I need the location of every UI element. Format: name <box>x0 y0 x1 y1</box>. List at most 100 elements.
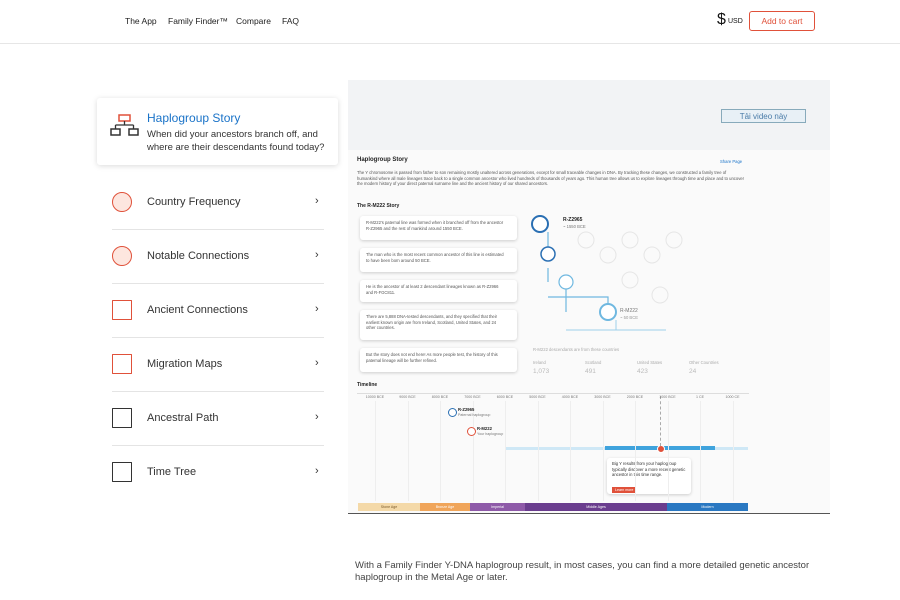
timeline-marker-label: Your haplogroup <box>477 432 504 436</box>
timeline-tick-label: 9000 BCE <box>399 395 416 399</box>
timeline-grid-line <box>472 401 474 501</box>
timeline-tick-label: 7000 BCE <box>464 395 481 399</box>
currency-symbol[interactable]: $ <box>717 11 726 28</box>
timeline-axis <box>357 393 749 394</box>
era-band: Modern <box>667 503 748 511</box>
active-description: When did your ancestors branch off, and … <box>147 129 325 153</box>
tooltip-text: Big Y results from your haplogroup typic… <box>612 461 686 478</box>
item-icon <box>112 408 132 428</box>
preview-bottom-line <box>348 513 830 514</box>
chevron[interactable]: › <box>315 465 319 477</box>
country-count: 24 <box>689 368 697 375</box>
chevron[interactable]: › <box>315 357 319 369</box>
timeline-marker-name: R-M222 <box>477 426 492 431</box>
timeline-grid-line <box>537 401 539 501</box>
timeline-marker-name: R-Z2965 <box>458 407 475 412</box>
era-band: Bronze Age <box>420 503 470 511</box>
timeline-grid-line <box>407 401 409 501</box>
chevron[interactable]: › <box>315 249 319 261</box>
item-separator <box>112 337 324 338</box>
item-icon <box>112 462 132 482</box>
country-name: United States <box>637 360 663 365</box>
timeline-marker-label: Paternal haplogroup <box>458 413 491 417</box>
country-name: Scotland <box>585 360 602 365</box>
era-band: Stone Age <box>358 503 420 511</box>
story-card: R-M222's paternal line was formed when i… <box>360 216 517 240</box>
story-card: The man who is the most recent common an… <box>360 248 517 272</box>
timeline-tick-label: 2000 BCE <box>626 395 644 399</box>
timeline-grid-line <box>667 401 669 501</box>
preview-title: Haplogroup Story <box>357 157 408 163</box>
story-icon <box>110 114 139 136</box>
active-card[interactable] <box>97 98 338 165</box>
item-separator <box>112 391 324 392</box>
add-to-cart[interactable]: Add to cart <box>749 11 815 31</box>
caption: With a Family Finder Y-DNA haplogroup re… <box>355 560 810 583</box>
video-button[interactable]: Tải video này <box>721 109 806 123</box>
item-icon <box>112 246 132 266</box>
side-item[interactable]: Ancient Connections <box>147 304 248 316</box>
currency-code[interactable]: USD <box>728 18 743 25</box>
tree-diagram <box>531 215 683 331</box>
story-card-text: He is the ancestor of at least 2 descend… <box>366 284 499 295</box>
chevron[interactable]: › <box>315 411 319 423</box>
timeline-title: Timeline <box>357 382 378 388</box>
country-name: Ireland <box>533 360 546 365</box>
tree-node-date: ~ 50 BCE <box>620 315 639 320</box>
side-item[interactable]: Migration Maps <box>147 358 223 370</box>
nav-divider <box>0 43 900 44</box>
item-separator <box>112 229 324 230</box>
tooltip: Big Y results from your haplogroup typic… <box>607 458 691 494</box>
side-item[interactable]: Ancestral Path <box>147 412 219 424</box>
item-icon <box>112 192 132 212</box>
story-card-text: R-M222's paternal line was formed when i… <box>366 220 504 231</box>
timeline-tick-label: 10000 BCE <box>365 395 385 399</box>
item-icon <box>112 354 132 374</box>
timeline-grid-line <box>602 401 604 501</box>
country-count: 1,073 <box>533 368 550 375</box>
tree-node-date: ~ 1550 BCE <box>563 224 586 229</box>
timeline-now-line <box>660 396 661 446</box>
timeline-grid-line <box>375 401 376 501</box>
story-card: He is the ancestor of at least 2 descend… <box>360 280 517 302</box>
side-item[interactable]: Country Frequency <box>147 196 241 208</box>
intro-text: The Y chromosome is passed from father t… <box>357 170 745 187</box>
country-count: 491 <box>585 368 596 375</box>
nav-link[interactable]: FAQ <box>282 16 300 26</box>
timeline-tick-label: 8000 BCE <box>431 395 449 399</box>
side-item[interactable]: Notable Connections <box>147 250 250 262</box>
nav-link[interactable]: Compare <box>236 16 271 26</box>
share-link[interactable]: Share Page <box>720 159 743 164</box>
country-name: Other Countries <box>689 360 719 365</box>
era-band: Imperial <box>470 503 525 511</box>
story-card-text: There are 5,888 DNA-tested descendants, … <box>366 314 498 331</box>
tree-node-name: R-M222 <box>620 308 638 314</box>
side-item[interactable]: Time Tree <box>147 466 197 478</box>
era-band: Middle Ages <box>525 503 667 511</box>
timeline-grid-line <box>440 401 441 501</box>
country-count: 423 <box>637 368 648 375</box>
timeline-grid-line <box>732 401 734 501</box>
timeline-now-dot <box>657 445 665 453</box>
timeline-tick-label: 1000 CE <box>725 395 740 399</box>
timeline-tick-label: 1000 BCE <box>659 395 676 399</box>
countries-title: R-M222 descendants are from these countr… <box>533 347 620 352</box>
timeline-tick-label: 4000 BCE <box>561 395 579 399</box>
timeline-tick-label: 5000 BCE <box>529 395 546 399</box>
timeline-tick-label: 6000 BCE <box>496 395 514 399</box>
story-card: But the story does not end here! As more… <box>360 348 517 372</box>
active-title[interactable]: Haplogroup Story <box>147 111 241 125</box>
chevron[interactable]: › <box>315 303 319 315</box>
tooltip-button[interactable]: Learn more <box>612 486 637 493</box>
timeline-marker-icon <box>467 427 476 436</box>
chevron[interactable]: › <box>315 195 319 207</box>
item-separator <box>112 283 324 284</box>
timeline-grid-line <box>505 401 506 501</box>
nav-link[interactable]: The App <box>125 16 157 26</box>
timeline-grid-line <box>635 401 636 501</box>
story-title: The R-M222 Story <box>357 203 400 209</box>
nav-link[interactable]: Family Finder™ <box>168 16 228 26</box>
item-icon <box>112 300 132 320</box>
timeline-tick-label: 1 CE <box>696 395 704 399</box>
